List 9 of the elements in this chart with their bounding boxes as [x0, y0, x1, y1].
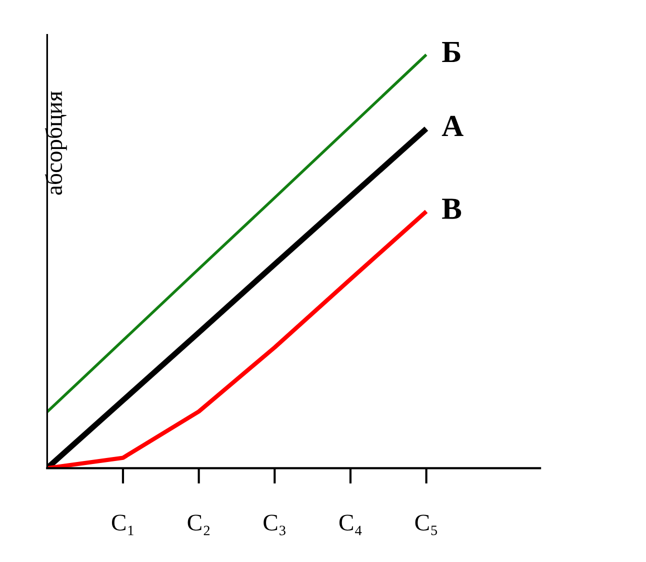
x-tick-label: C₅ [415, 514, 438, 536]
x-tick-label: C₁ [112, 514, 134, 536]
x-tick-label: C₂ [188, 514, 210, 536]
series-label: А [442, 116, 464, 136]
y-axis-title: абсорбция [44, 91, 67, 195]
series-label: В [442, 198, 462, 219]
x-tick-label: C₃ [264, 514, 286, 536]
series-label: Б [442, 42, 460, 62]
x-tick-label: C₄ [339, 514, 362, 536]
